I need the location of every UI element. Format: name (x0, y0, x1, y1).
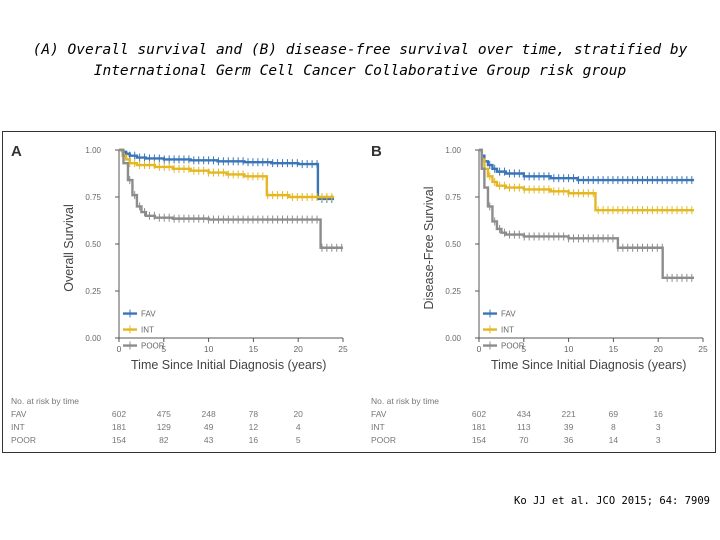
risk-count: 78 (249, 409, 259, 419)
risk-count: 3 (656, 422, 661, 432)
y-tick-label: 0.25 (445, 287, 461, 296)
risk-table-header: No. at risk by time (371, 396, 439, 406)
risk-row-int-label: INT (371, 422, 385, 432)
risk-count: 602 (112, 409, 126, 419)
risk-count: 154 (112, 435, 126, 445)
risk-count: 4 (296, 422, 301, 432)
panel-B: B 0.00 0.25 0.50 0.75 1.00 0 5 10 15 20 25 Time Sinc… (371, 143, 708, 445)
risk-count: 43 (204, 435, 214, 445)
x-tick-label: 0 (477, 344, 482, 354)
risk-count: 602 (472, 409, 486, 419)
x-tick-label: 5 (521, 344, 526, 354)
risk-count: 39 (564, 422, 574, 432)
y-tick-label: 0.75 (85, 193, 101, 202)
x-axis-label: Time Since Initial Diagnosis (years) (131, 358, 326, 372)
risk-count: 69 (609, 409, 619, 419)
risk-count: 14 (609, 435, 619, 445)
legend-int-label: INT (501, 326, 514, 335)
risk-count: 221 (562, 409, 576, 419)
slide-title: (A) Overall survival and (B) disease-fre… (0, 40, 720, 82)
risk-count: 16 (653, 409, 663, 419)
x-tick-label: 0 (117, 344, 122, 354)
y-tick-label: 0.50 (445, 240, 461, 249)
risk-row-poor-label: POOR (371, 435, 396, 445)
x-tick-label: 25 (698, 344, 708, 354)
series-poor-censor-marks (129, 176, 343, 252)
y-tick-label: 0.00 (85, 334, 101, 343)
series-poor-censor-marks (489, 202, 693, 282)
series-int-censor-marks (129, 159, 333, 201)
x-tick-label: 15 (249, 344, 259, 354)
y-tick-label: 0.75 (445, 193, 461, 202)
risk-count: 475 (157, 409, 171, 419)
risk-count: 181 (472, 422, 486, 432)
y-tick-label: 1.00 (85, 146, 101, 155)
risk-count: 36 (564, 435, 574, 445)
y-tick-label: 0.25 (85, 287, 101, 296)
slide-title-line-1: (A) Overall survival and (B) disease-fre… (32, 42, 688, 58)
legend-poor-label: POOR (141, 342, 165, 351)
y-axis-label: Overall Survival (62, 204, 76, 292)
risk-count: 113 (517, 422, 531, 432)
risk-count: 248 (202, 409, 216, 419)
x-tick-label: 20 (293, 344, 303, 354)
x-tick-label: 25 (338, 344, 348, 354)
risk-row-poor-label: POOR (11, 435, 36, 445)
risk-count: 434 (517, 409, 531, 419)
risk-count: 20 (293, 409, 303, 419)
x-tick-label: 15 (609, 344, 619, 354)
risk-count: 154 (472, 435, 486, 445)
risk-row-fav-label: FAV (371, 409, 387, 419)
x-tick-label: 5 (161, 344, 166, 354)
legend-fav-label: FAV (501, 310, 516, 319)
series-int-curve (119, 148, 335, 199)
risk-count: 16 (249, 435, 259, 445)
x-axis-label: Time Since Initial Diagnosis (years) (491, 358, 686, 372)
series-poor-curve (479, 148, 695, 280)
panel-A: A 0.00 0.25 0.50 0.75 1.00 0 5 10 15 20 25 Time Sinc… (11, 143, 348, 445)
risk-count: 3 (656, 435, 661, 445)
risk-row-fav-label: FAV (11, 409, 27, 419)
x-tick-label: 20 (653, 344, 663, 354)
x-tick-label: 10 (564, 344, 574, 354)
risk-count: 70 (519, 435, 529, 445)
km-survival-figure: A 0.00 0.25 0.50 0.75 1.00 0 5 10 15 20 25 Time Sinc… (11, 143, 708, 445)
risk-row-int-label: INT (11, 422, 25, 432)
series-fav-curve (479, 148, 695, 182)
series-fav-curve (119, 148, 335, 201)
panel-letter: B (371, 143, 382, 160)
risk-count: 5 (296, 435, 301, 445)
series-fav-censor-marks (489, 161, 693, 185)
risk-count: 12 (249, 422, 259, 432)
risk-count: 8 (611, 422, 616, 432)
series-int-censor-marks (489, 172, 693, 215)
risk-count: 129 (157, 422, 171, 432)
legend-poor-label: POOR (501, 342, 525, 351)
y-tick-label: 0.00 (445, 334, 461, 343)
risk-count: 181 (112, 422, 126, 432)
risk-count: 49 (204, 422, 214, 432)
legend-int-label: INT (141, 326, 154, 335)
slide-title-line-2: International Germ Cell Cancer Collabora… (93, 63, 627, 79)
citation: Ko JJ et al. JCO 2015; 64: 7909 (514, 495, 710, 507)
legend-fav-label: FAV (141, 310, 156, 319)
series-fav-censor-marks (129, 151, 333, 203)
y-axis-label: Disease-Free Survival (422, 187, 436, 310)
panel-letter: A (11, 143, 22, 160)
y-tick-label: 1.00 (445, 146, 461, 155)
y-tick-label: 0.50 (85, 240, 101, 249)
figure-image: A 0.00 0.25 0.50 0.75 1.00 0 5 10 15 20 25 Time Sinc… (2, 131, 716, 453)
x-tick-label: 10 (204, 344, 214, 354)
risk-table-header: No. at risk by time (11, 396, 79, 406)
risk-count: 82 (159, 435, 169, 445)
